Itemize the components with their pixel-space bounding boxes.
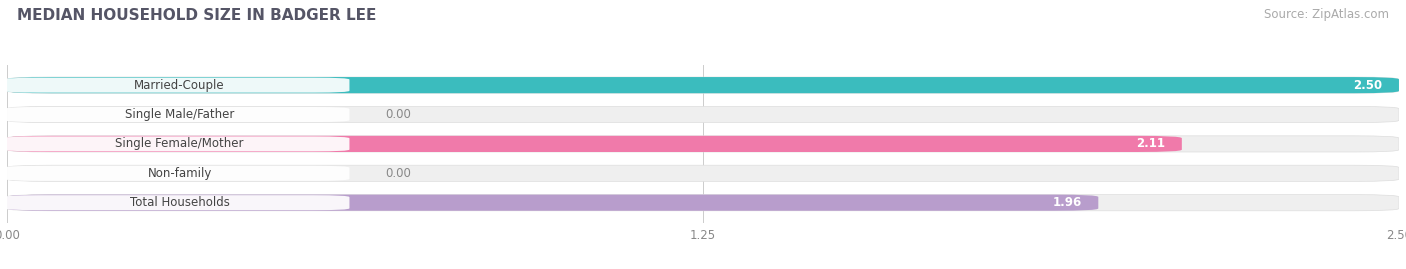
FancyBboxPatch shape bbox=[7, 165, 1399, 181]
FancyBboxPatch shape bbox=[7, 107, 1399, 123]
FancyBboxPatch shape bbox=[7, 136, 1399, 152]
Text: 0.00: 0.00 bbox=[385, 108, 412, 121]
FancyBboxPatch shape bbox=[7, 77, 1399, 93]
Text: Source: ZipAtlas.com: Source: ZipAtlas.com bbox=[1264, 8, 1389, 21]
FancyBboxPatch shape bbox=[7, 194, 1098, 211]
Text: 0.00: 0.00 bbox=[385, 167, 412, 180]
FancyBboxPatch shape bbox=[4, 78, 350, 93]
Text: MEDIAN HOUSEHOLD SIZE IN BADGER LEE: MEDIAN HOUSEHOLD SIZE IN BADGER LEE bbox=[17, 8, 377, 23]
Text: Total Households: Total Households bbox=[129, 196, 229, 209]
FancyBboxPatch shape bbox=[7, 77, 1399, 93]
FancyBboxPatch shape bbox=[7, 194, 1399, 211]
Text: 2.50: 2.50 bbox=[1353, 79, 1382, 92]
FancyBboxPatch shape bbox=[4, 107, 350, 122]
FancyBboxPatch shape bbox=[4, 136, 350, 151]
Text: Married-Couple: Married-Couple bbox=[135, 79, 225, 92]
Text: Single Male/Father: Single Male/Father bbox=[125, 108, 235, 121]
Text: 2.11: 2.11 bbox=[1136, 137, 1166, 150]
Text: Non-family: Non-family bbox=[148, 167, 212, 180]
FancyBboxPatch shape bbox=[4, 166, 350, 181]
FancyBboxPatch shape bbox=[7, 136, 1182, 152]
FancyBboxPatch shape bbox=[4, 195, 350, 210]
Text: Single Female/Mother: Single Female/Mother bbox=[115, 137, 243, 150]
Text: 1.96: 1.96 bbox=[1052, 196, 1081, 209]
